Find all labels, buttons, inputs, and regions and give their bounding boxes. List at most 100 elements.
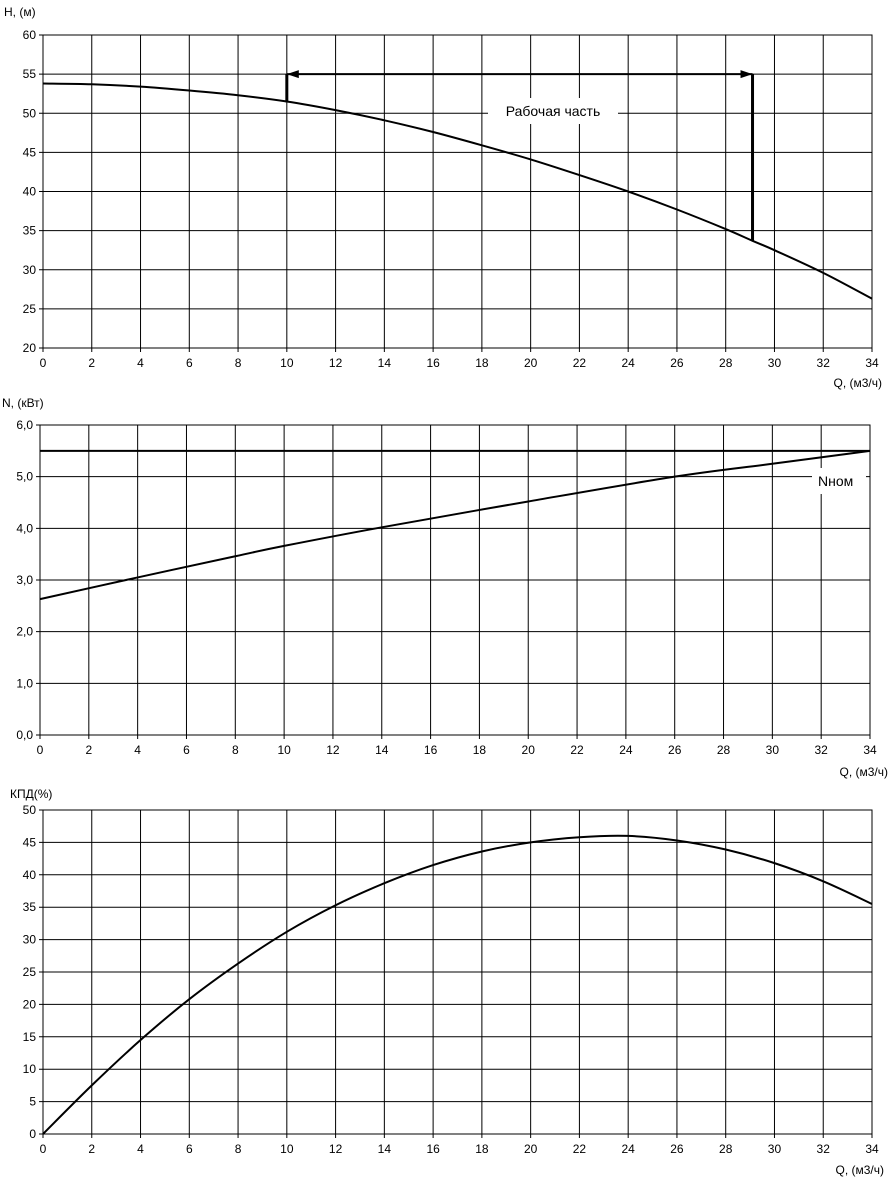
x-tick-label: 6 <box>183 743 190 757</box>
x-tick-label: 30 <box>768 356 782 370</box>
y-tick-label: 0,0 <box>16 728 33 742</box>
y-tick-label: 1,0 <box>16 676 33 690</box>
x-tick-label: 10 <box>277 743 291 757</box>
series-curve <box>42 834 873 1135</box>
x-tick-label: 2 <box>88 1142 95 1156</box>
y-tick-label: 3,0 <box>16 573 33 587</box>
y-tick-label: 35 <box>23 900 37 914</box>
x-tick-label: 30 <box>768 1142 782 1156</box>
x-tick-label: 12 <box>329 1142 343 1156</box>
arrowhead-right <box>740 70 753 79</box>
y-tick-label: 4,0 <box>16 521 33 535</box>
head-chart: 0 2 4 6 8 10 12 14 16 18 20 22 24 26 28 30 32 34202530354… <box>23 28 879 370</box>
x-tick-label: 34 <box>865 1142 879 1156</box>
y-tick-label: 10 <box>23 1062 37 1076</box>
series-curve <box>39 449 871 601</box>
x-tick-label: 22 <box>573 356 587 370</box>
y-tick-label: 0 <box>29 1127 36 1141</box>
x-tick-label: 22 <box>570 743 584 757</box>
plot-frame <box>39 424 871 736</box>
x-tick-label: 18 <box>475 356 489 370</box>
x-tick-label: 4 <box>137 356 144 370</box>
x-tick-label: 34 <box>863 743 877 757</box>
x-tick-label: 16 <box>426 356 440 370</box>
y-tick-label: 30 <box>23 933 37 947</box>
x-tick-label: 8 <box>232 743 239 757</box>
y-tick-label: 5 <box>29 1095 36 1109</box>
x-tick-label: 26 <box>668 743 682 757</box>
x-tick-label: 24 <box>621 1142 635 1156</box>
x-tick-label: 16 <box>426 1142 440 1156</box>
y-tick-label: 20 <box>23 341 37 355</box>
y-tick-label: 40 <box>23 185 37 199</box>
x-tick-label: 0 <box>40 356 47 370</box>
working-range-label-bg <box>488 98 618 124</box>
x-tick-label: 30 <box>766 743 780 757</box>
x-tick-label: 32 <box>817 356 831 370</box>
x-tick-label: 12 <box>329 356 343 370</box>
x-tick-label: 10 <box>280 1142 294 1156</box>
series-curve <box>42 82 873 300</box>
x-tick-label: 32 <box>814 743 828 757</box>
x-tick-label: 4 <box>134 743 141 757</box>
y-tick-label: 50 <box>23 106 37 120</box>
y-tick-label: 25 <box>23 302 37 316</box>
efficiency-chart: 0 2 4 6 8 10 12 14 16 18 20 22 24 26 28 30 32 34051015202… <box>23 803 879 1156</box>
x-tick-label: 2 <box>88 356 95 370</box>
x-tick-label: 26 <box>670 356 684 370</box>
x-tick-label: 8 <box>235 1142 242 1156</box>
y-tick-label: 60 <box>23 28 37 42</box>
x-tick-label: 34 <box>865 356 879 370</box>
x-tick-label: 20 <box>524 356 538 370</box>
y-tick-label: 5,0 <box>16 470 33 484</box>
arrowhead-left <box>286 70 299 79</box>
x-tick-label: 16 <box>424 743 438 757</box>
x-tick-label: 6 <box>186 1142 193 1156</box>
y-tick-label: 30 <box>23 263 37 277</box>
x-tick-label: 0 <box>37 743 44 757</box>
x-tick-label: 26 <box>670 1142 684 1156</box>
efficiency-x-axis-label: Q, (м3/ч) <box>835 1163 884 1177</box>
x-tick-label: 24 <box>621 356 635 370</box>
y-tick-label: 45 <box>23 145 37 159</box>
x-tick-label: 6 <box>186 356 193 370</box>
y-tick-label: 35 <box>23 224 37 238</box>
y-tick-label: 20 <box>23 997 37 1011</box>
head-x-axis-label: Q, (м3/ч) <box>833 376 882 390</box>
power-x-axis-label: Q, (м3/ч) <box>839 765 888 779</box>
y-tick-label: 15 <box>23 1030 37 1044</box>
x-tick-label: 8 <box>235 356 242 370</box>
x-tick-label: 18 <box>475 1142 489 1156</box>
plot-frame <box>42 809 873 1135</box>
x-tick-label: 28 <box>717 743 731 757</box>
x-tick-label: 28 <box>719 356 733 370</box>
x-tick-label: 32 <box>817 1142 831 1156</box>
head-y-axis-label: H, (м) <box>4 5 36 19</box>
working-range-label: Рабочая часть <box>506 103 601 119</box>
y-tick-label: 2,0 <box>16 625 33 639</box>
y-tick-label: 6,0 <box>16 418 33 432</box>
y-tick-label: 25 <box>23 965 37 979</box>
x-tick-label: 28 <box>719 1142 733 1156</box>
y-tick-label: 45 <box>23 835 37 849</box>
y-tick-label: 55 <box>23 67 37 81</box>
power-chart: 0 2 4 6 8 10 12 14 16 18 20 22 24 26 28 30 32 340,01,02,0… <box>16 418 877 757</box>
efficiency-y-axis-label: КПД(%) <box>10 787 52 801</box>
y-tick-label: 40 <box>23 868 37 882</box>
x-tick-label: 4 <box>137 1142 144 1156</box>
y-tick-label: 50 <box>23 803 37 817</box>
power-y-axis-label: N, (кВт) <box>2 396 44 410</box>
x-tick-label: 14 <box>378 356 392 370</box>
x-tick-label: 2 <box>85 743 92 757</box>
x-tick-label: 14 <box>375 743 389 757</box>
x-tick-label: 18 <box>473 743 487 757</box>
x-tick-label: 12 <box>326 743 340 757</box>
x-tick-label: 14 <box>378 1142 392 1156</box>
x-tick-label: 20 <box>522 743 536 757</box>
nominal-power-label: Nном <box>818 473 853 489</box>
x-tick-label: 10 <box>280 356 294 370</box>
x-tick-label: 22 <box>573 1142 587 1156</box>
x-tick-label: 24 <box>619 743 633 757</box>
plot-frame <box>42 34 873 349</box>
